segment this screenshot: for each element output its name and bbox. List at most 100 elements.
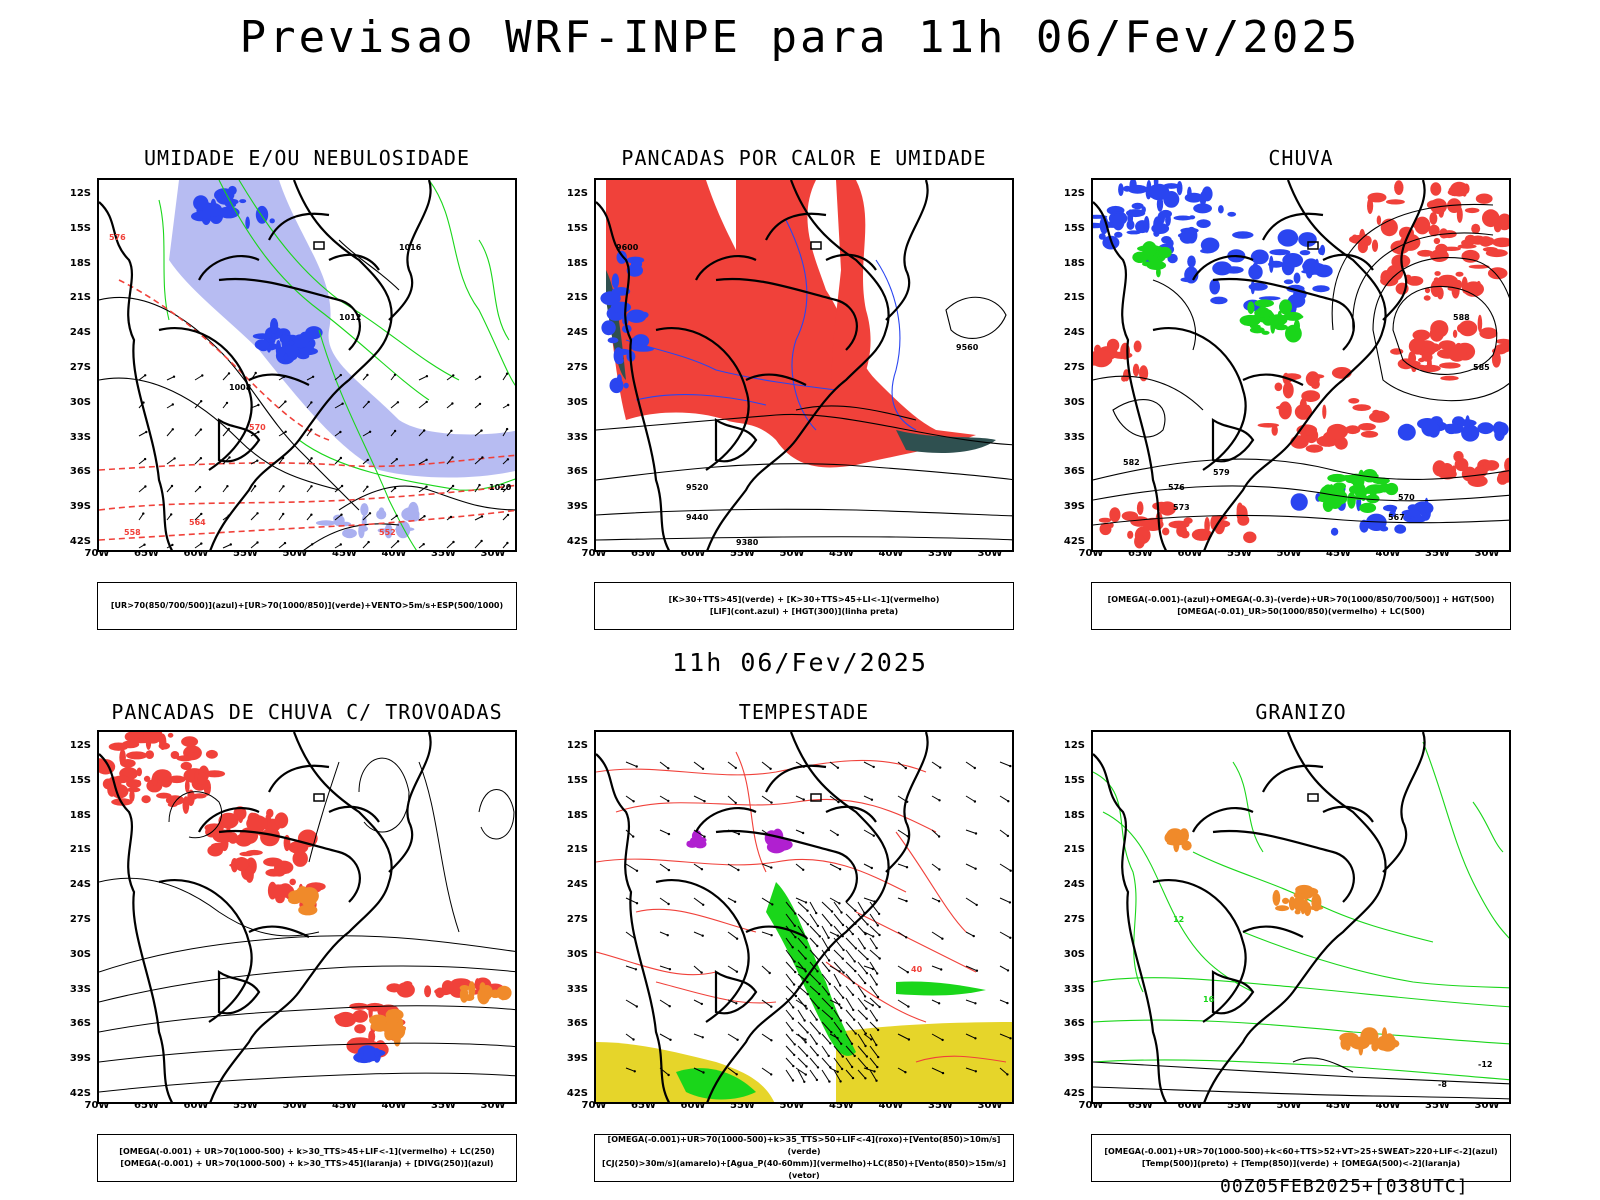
contour-label: 16 [1203,995,1215,1004]
latitude-tick-label: 33S [69,983,91,995]
latitude-tick-label: 15S [1063,222,1085,234]
lifted-index-blue-contours [625,219,917,431]
latitude-tick-label: 12S [566,740,588,751]
latitude-tick-label: 21S [566,844,588,856]
latitude-tick-label: 30S [566,948,588,960]
latitude-tick-label: 36S [69,1018,91,1030]
latitude-tick-label: 42S [69,1088,91,1099]
latitude-tick-label: 21S [1063,844,1085,856]
temp-850-green [1093,741,1509,1081]
longitude-tick-label: 45W [829,1100,854,1111]
contour-label: 9520 [686,483,709,492]
legend-line: [OMEGA(-0.001)+UR>70(1000-500)+k<60+TTS>… [1104,1147,1498,1156]
contour-label: 40 [911,965,923,974]
latitude-tick-label: 39S [1063,1053,1085,1065]
latitude-tick-label: 18S [1063,809,1085,821]
longitude-tick-label: 40W [878,548,904,559]
longitude-tick-label: 60W [680,1100,706,1111]
panel-legend: [OMEGA(-0.001)+UR>70(1000-500)+k>35_TTS>… [594,1134,1014,1182]
thunder-orange-south [369,1008,406,1047]
streamlines-250 [99,757,515,1093]
coastline-borders [596,732,929,1102]
jet-yellow-southeast [836,1022,1012,1102]
coastline-borders [99,180,432,550]
latitude-tick-label: 24S [1063,879,1085,891]
longitude-tick-label: 65W [134,1100,159,1111]
latitude-tick-label: 18S [1063,257,1085,269]
rain-green-west [1132,241,1172,278]
omega-orange-south [1339,1027,1400,1056]
latitude-tick-label: 39S [1063,501,1085,513]
longitude-tick-label: 50W [282,548,308,559]
latitude-tick-label: 24S [69,879,91,891]
latitude-tick-label: 24S [1063,327,1085,339]
latitude-tick-label: 36S [1063,1018,1085,1030]
omega-orange-north [1164,828,1192,853]
latitude-tick-label: 27S [1063,914,1085,925]
longitude-tick-label: 65W [134,548,159,559]
contour-label: 588 [1453,313,1470,322]
longitude-tick-label: 30W [480,548,506,559]
panel-legend: [OMEGA(-0.001)-(azul)+OMEGA(-0.3)-(verde… [1091,582,1511,630]
longitude-tick-label: 50W [1276,1100,1302,1111]
longitude-tick-label: 65W [1128,548,1153,559]
severe-purple-west [686,830,707,849]
map-canvas [99,732,515,1102]
latitude-tick-label: 30S [566,396,588,408]
longitude-tick-label: 45W [332,1100,357,1111]
latitude-tick-label: 21S [1063,292,1085,304]
legend-line: [CJ(250)>30m/s](amarelo)+[Agua_P(40-60mm… [602,1159,1006,1180]
contour-label: 573 [1173,503,1190,512]
contour-label: 576 [109,233,126,242]
latitude-tick-label: 18S [566,809,588,821]
omega-orange-parana [1272,884,1324,917]
forecast-map [97,730,517,1104]
forecast-time-subtitle: 11h 06/Fev/2025 [672,648,928,677]
instability-red-region [606,180,976,468]
contour-label: 9440 [686,513,709,522]
rain-red-patagonia [1098,501,1257,549]
legend-line: [OMEGA(-0.001) + UR>70(1000-500) + k>30_… [119,1147,495,1156]
legend-line: [OMEGA(-0.001)-(azul)+OMEGA(-0.3)-(verde… [1107,595,1495,604]
latitude-tick-label: 36S [566,1018,588,1030]
contour-label: 1016 [399,243,422,252]
longitude-tick-label: 40W [1375,1100,1401,1111]
coastline-borders [1093,180,1426,550]
latitude-tick-label: 12S [69,740,91,751]
panel-legend: [K>30+TTS>45](verde) + [K>30+TTS>45+LI<-… [594,582,1014,630]
contour-label: 1020 [489,483,512,492]
panel-title: PANCADAS DE CHUVA C/ TROVOADAS [111,700,503,724]
panel-legend: [UR>70(850/700/500)](azul)+[UR>70(1000/8… [97,582,517,630]
latitude-tick-label: 15S [566,222,588,234]
latitude-tick-label: 21S [566,292,588,304]
contour-label: 570 [1398,493,1415,502]
instability-green-south [896,430,996,453]
contour-label: 558 [124,528,141,537]
latitude-tick-label: 33S [566,983,588,995]
panel-legend: [OMEGA(-0.001)+UR>70(1000-500)+k<60+TTS>… [1091,1134,1511,1182]
lifted-index-blue-west [600,250,654,394]
forecast-map: 40 [594,730,1014,1104]
latitude-tick-label: 27S [1063,362,1085,373]
wind850-vectors [625,761,1012,1077]
low-level-humidity-green [158,180,515,550]
longitude-tick-label: 70W [84,1100,110,1111]
longitude-tick-label: 55W [233,1100,258,1111]
isobars-black [99,239,515,550]
coastline-borders [99,732,432,1102]
longitude-tick-label: 35W [1425,548,1450,559]
longitude-tick-label: 55W [1227,548,1252,559]
longitude-tick-label: 45W [1326,1100,1351,1111]
contour-label: 9380 [736,538,759,547]
longitude-tick-label: 35W [928,1100,953,1111]
latitude-tick-label: 12S [69,188,91,199]
latitude-tick-label: 15S [69,222,91,234]
latitude-tick-label: 39S [566,501,588,513]
thunder-orange-parana [287,886,319,916]
panel-title: UMIDADE E/OU NEBULOSIDADE [143,146,471,170]
latitude-tick-label: 18S [69,257,91,269]
contour-label: 585 [1473,363,1490,372]
forecast-map: 588 585 582 579 576 573 570 567 [1091,178,1511,552]
longitude-tick-label: 40W [381,548,407,559]
thunder-red-center [204,806,318,883]
